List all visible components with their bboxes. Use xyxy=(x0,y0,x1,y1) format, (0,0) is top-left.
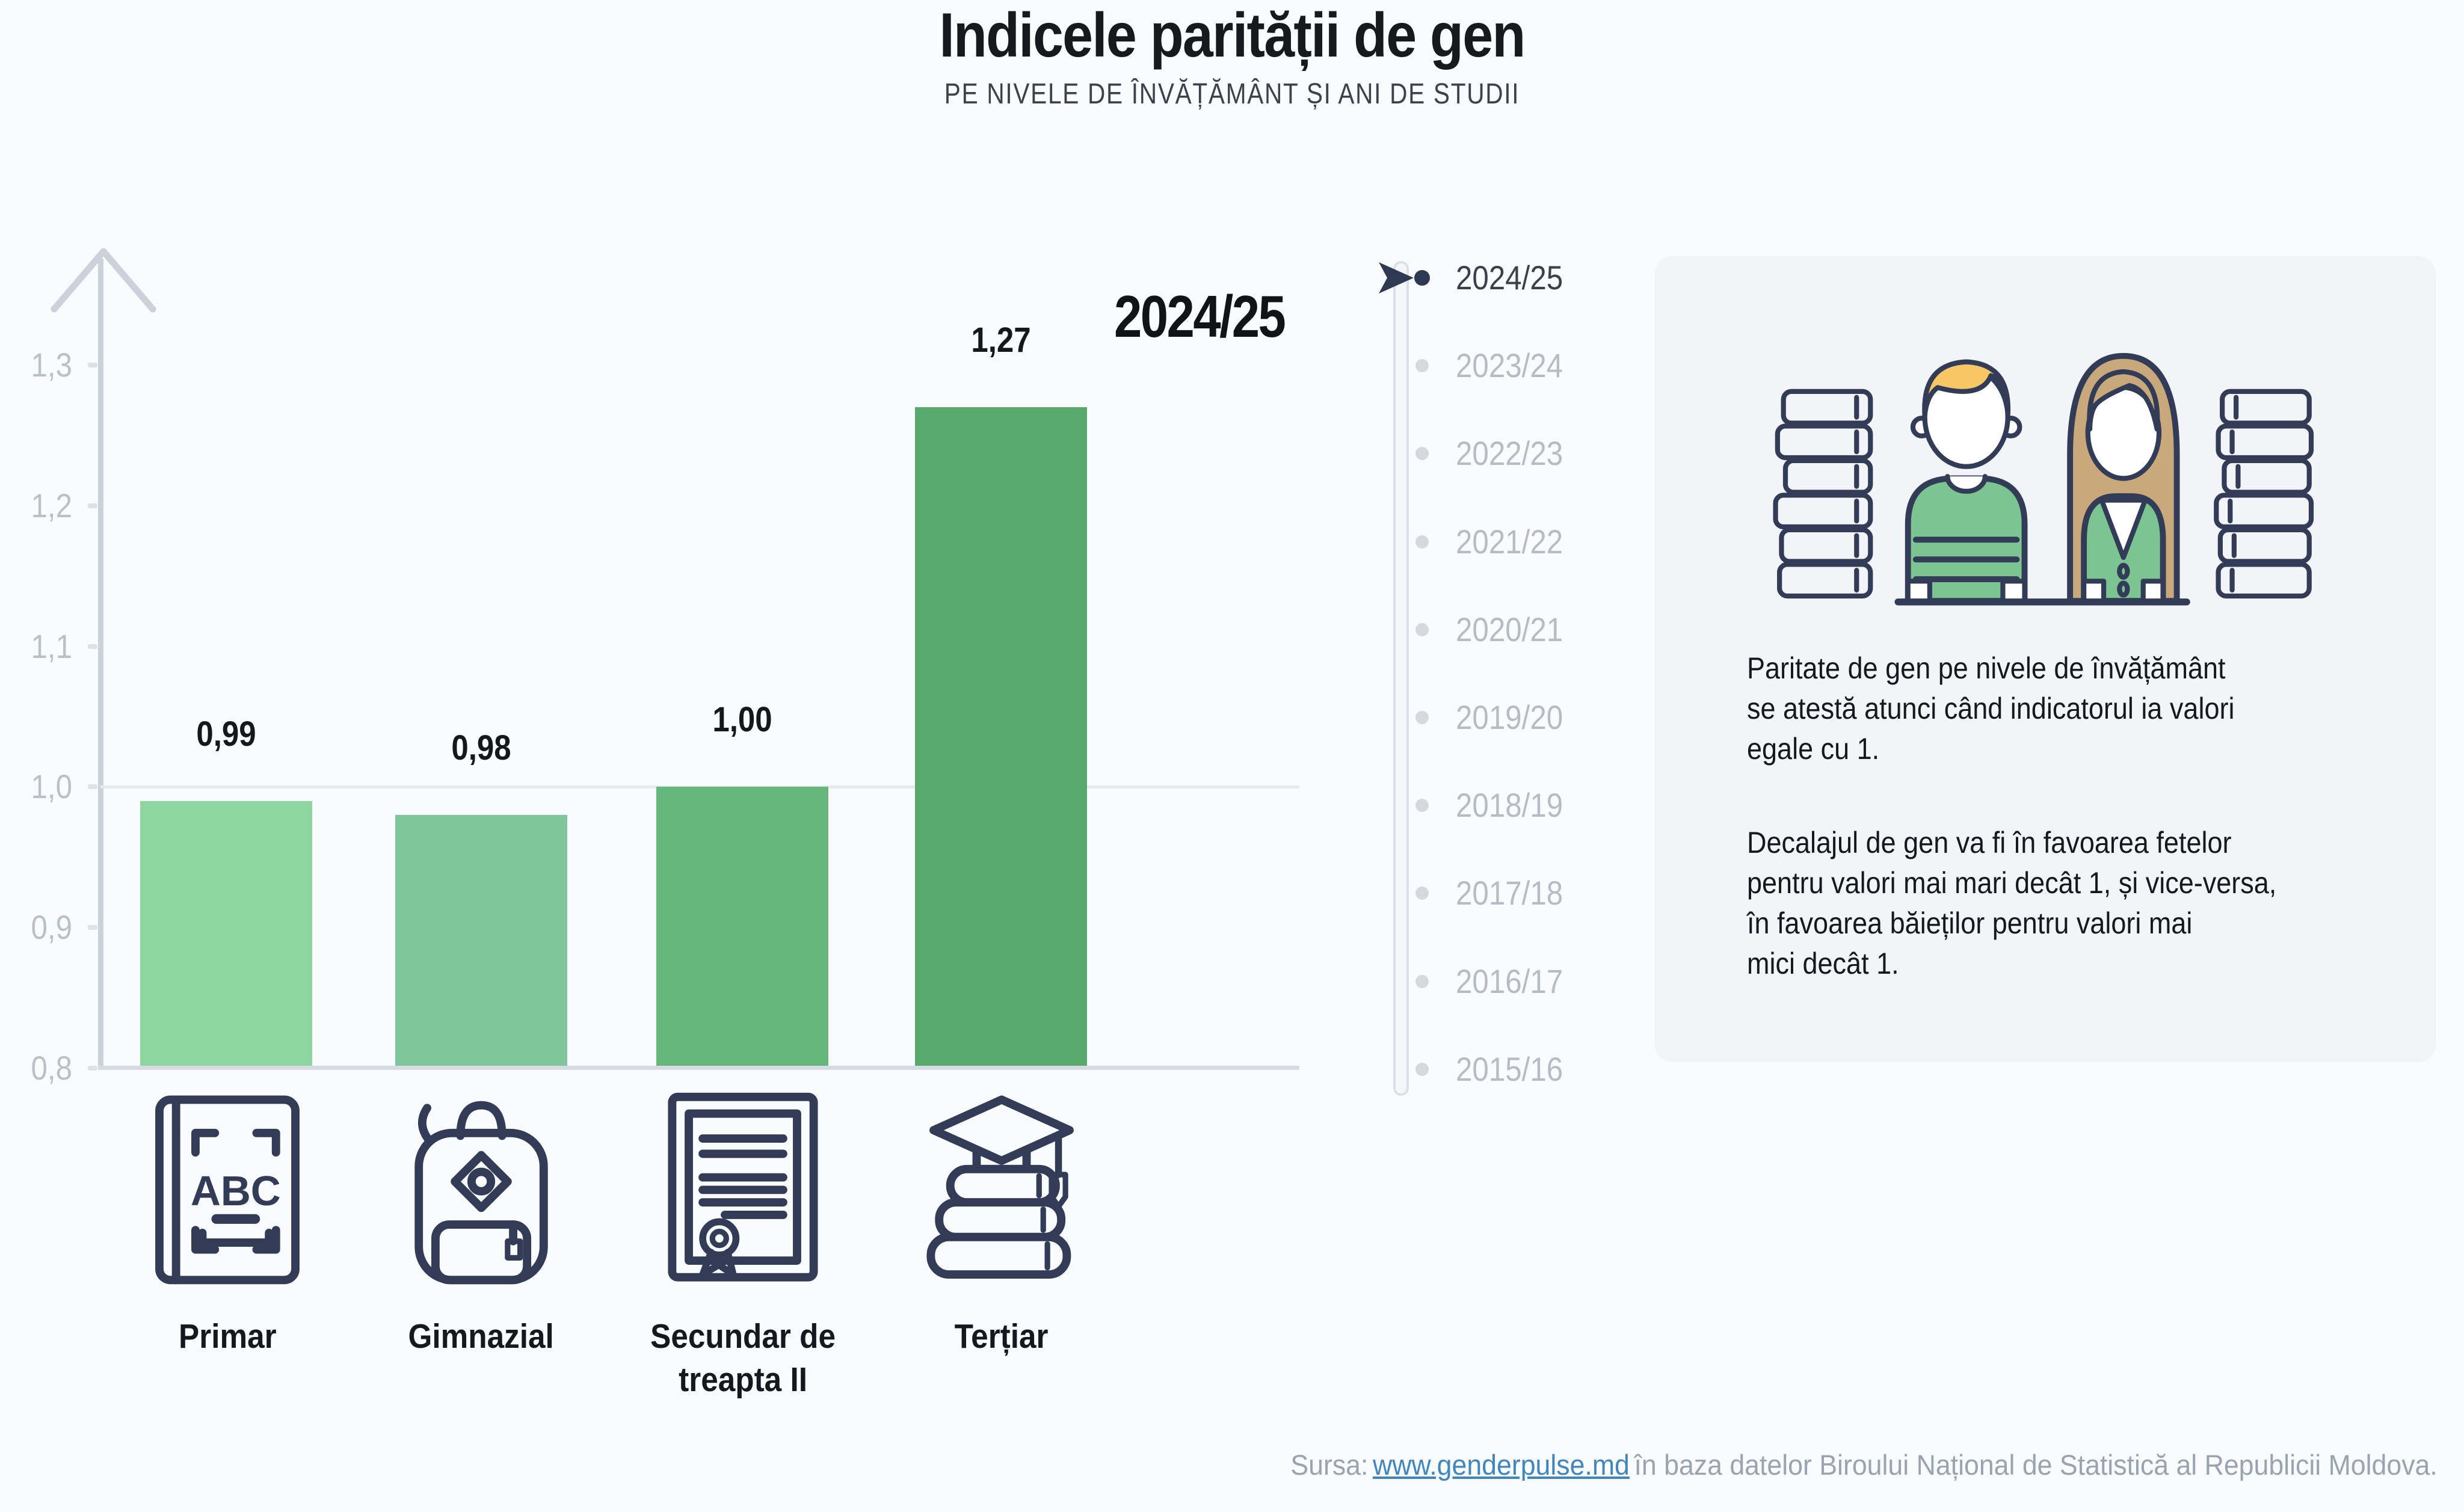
category-tertiar: Terțiar xyxy=(875,1089,1128,1358)
bar-Primar[interactable] xyxy=(140,801,312,1068)
panel-paragraph-1: Paritate de gen pe nivele de învățământ … xyxy=(1747,651,2235,766)
y-axis-line xyxy=(98,259,103,1068)
y-axis-tick-mark xyxy=(88,784,97,790)
y-axis-tick-label: 1,2 xyxy=(31,486,73,524)
source-footer: Sursa: www.genderpulse.md în baza datelor … xyxy=(1291,1448,2438,1481)
source-prefix: Sursa: xyxy=(1290,1449,1369,1481)
y-axis-tick-label: 1,0 xyxy=(31,767,73,806)
book-stack-right xyxy=(2214,389,2314,599)
axis-up-arrow-icon xyxy=(51,248,156,313)
boy-and-girl-with-books-illustration xyxy=(1773,352,2314,606)
bar-Gimnazial[interactable] xyxy=(395,815,567,1068)
svg-text:ABC: ABC xyxy=(191,1167,281,1214)
timeline-dot-2016/17[interactable] xyxy=(1415,974,1429,988)
book-stack-left xyxy=(1773,389,1873,599)
backpack-icon xyxy=(414,1101,548,1285)
timeline-dot-2024/25[interactable] xyxy=(1414,270,1430,286)
timeline-dot-2019/20[interactable] xyxy=(1415,711,1429,724)
timeline-dot-2023/24[interactable] xyxy=(1415,359,1429,373)
y-axis-tick-mark xyxy=(88,503,97,508)
timeline-dot-2015/16[interactable] xyxy=(1415,1062,1429,1076)
category-primar: ABC Primar xyxy=(101,1089,354,1358)
y-axis-tick-mark xyxy=(88,1066,97,1071)
bar-value-label: 1,00 xyxy=(712,700,772,740)
timeline-dot-2021/22[interactable] xyxy=(1415,535,1429,549)
y-axis-tick-label: 0,9 xyxy=(31,908,73,947)
bar-value-label: 0,99 xyxy=(196,714,256,754)
timeline-year-2019/20[interactable]: 2019/20 xyxy=(1456,698,1563,736)
category-label-tertiar: Terțiar xyxy=(955,1317,1049,1356)
bar-value-label: 0,98 xyxy=(451,728,511,768)
books-graduation-cap-icon xyxy=(926,1095,1074,1279)
y-axis-tick-label: 1,3 xyxy=(31,346,73,384)
bar-Terțiar[interactable] xyxy=(915,407,1087,1068)
y-axis-tick-label: 0,8 xyxy=(31,1049,73,1087)
timeline-dot-2022/23[interactable] xyxy=(1415,447,1429,461)
y-axis-tick-mark xyxy=(88,925,97,930)
timeline-year-2015/16[interactable]: 2015/16 xyxy=(1456,1049,1563,1088)
source-suffix: în baza datelor Biroului Național de Sta… xyxy=(1634,1449,2438,1481)
category-secundar: Secundar de treapta II xyxy=(617,1089,869,1401)
category-label-primar: Primar xyxy=(178,1317,277,1356)
timeline-year-2021/22[interactable]: 2021/22 xyxy=(1456,522,1563,561)
timeline-year-2023/24[interactable]: 2023/24 xyxy=(1456,346,1563,385)
timeline-track[interactable] xyxy=(1393,261,1409,1096)
selected-year-label: 2024/25 xyxy=(1114,283,1286,349)
bar-Secundar de treapta II[interactable] xyxy=(656,787,828,1068)
timeline-cursor-icon[interactable] xyxy=(1379,262,1414,293)
y-axis-tick-mark xyxy=(88,644,97,649)
timeline-dot-2017/18[interactable] xyxy=(1415,887,1429,900)
boy-figure xyxy=(1905,359,2028,604)
timeline-year-2016/17[interactable]: 2016/17 xyxy=(1456,962,1563,1000)
timeline-year-2022/23[interactable]: 2022/23 xyxy=(1456,434,1563,473)
category-label-gimnazial: Gimnazial xyxy=(408,1317,555,1356)
timeline-year-2017/18[interactable]: 2017/18 xyxy=(1456,874,1563,912)
girl-figure xyxy=(2067,352,2180,604)
timeline-year-2018/19[interactable]: 2018/19 xyxy=(1456,786,1563,825)
diploma-icon xyxy=(668,1092,818,1282)
abc-book-icon: ABC xyxy=(155,1095,300,1285)
page-subtitle-text: PE NIVELE DE ÎNVĂȚĂMÂNT ȘI ANI DE STUDII xyxy=(944,78,1520,110)
x-axis-baseline xyxy=(98,1066,1299,1070)
bar-value-label: 1,27 xyxy=(971,321,1031,360)
page-subtitle: PE NIVELE DE ÎNVĂȚĂMÂNT ȘI ANI DE STUDII xyxy=(99,78,2365,111)
header: Indicele parității de gen PE NIVELE DE Î… xyxy=(0,0,2464,111)
source-link[interactable]: www.genderpulse.md xyxy=(1373,1449,1630,1481)
timeline-year-2024/25[interactable]: 2024/25 xyxy=(1456,259,1563,297)
y-axis-tick-label: 1,1 xyxy=(31,627,73,665)
page-title: Indicele parității de gen xyxy=(939,1,1526,70)
timeline-year-2020/21[interactable]: 2020/21 xyxy=(1456,610,1563,648)
timeline-dot-2020/21[interactable] xyxy=(1415,622,1429,636)
category-gimnazial: Gimnazial xyxy=(355,1089,608,1358)
category-label-secundar: Secundar de treapta II xyxy=(650,1317,836,1399)
timeline-dot-2018/19[interactable] xyxy=(1415,799,1429,813)
y-axis-tick-mark xyxy=(88,363,97,367)
panel-paragraph-2: Decalajul de gen va fi în favoarea fetel… xyxy=(1747,826,2277,980)
